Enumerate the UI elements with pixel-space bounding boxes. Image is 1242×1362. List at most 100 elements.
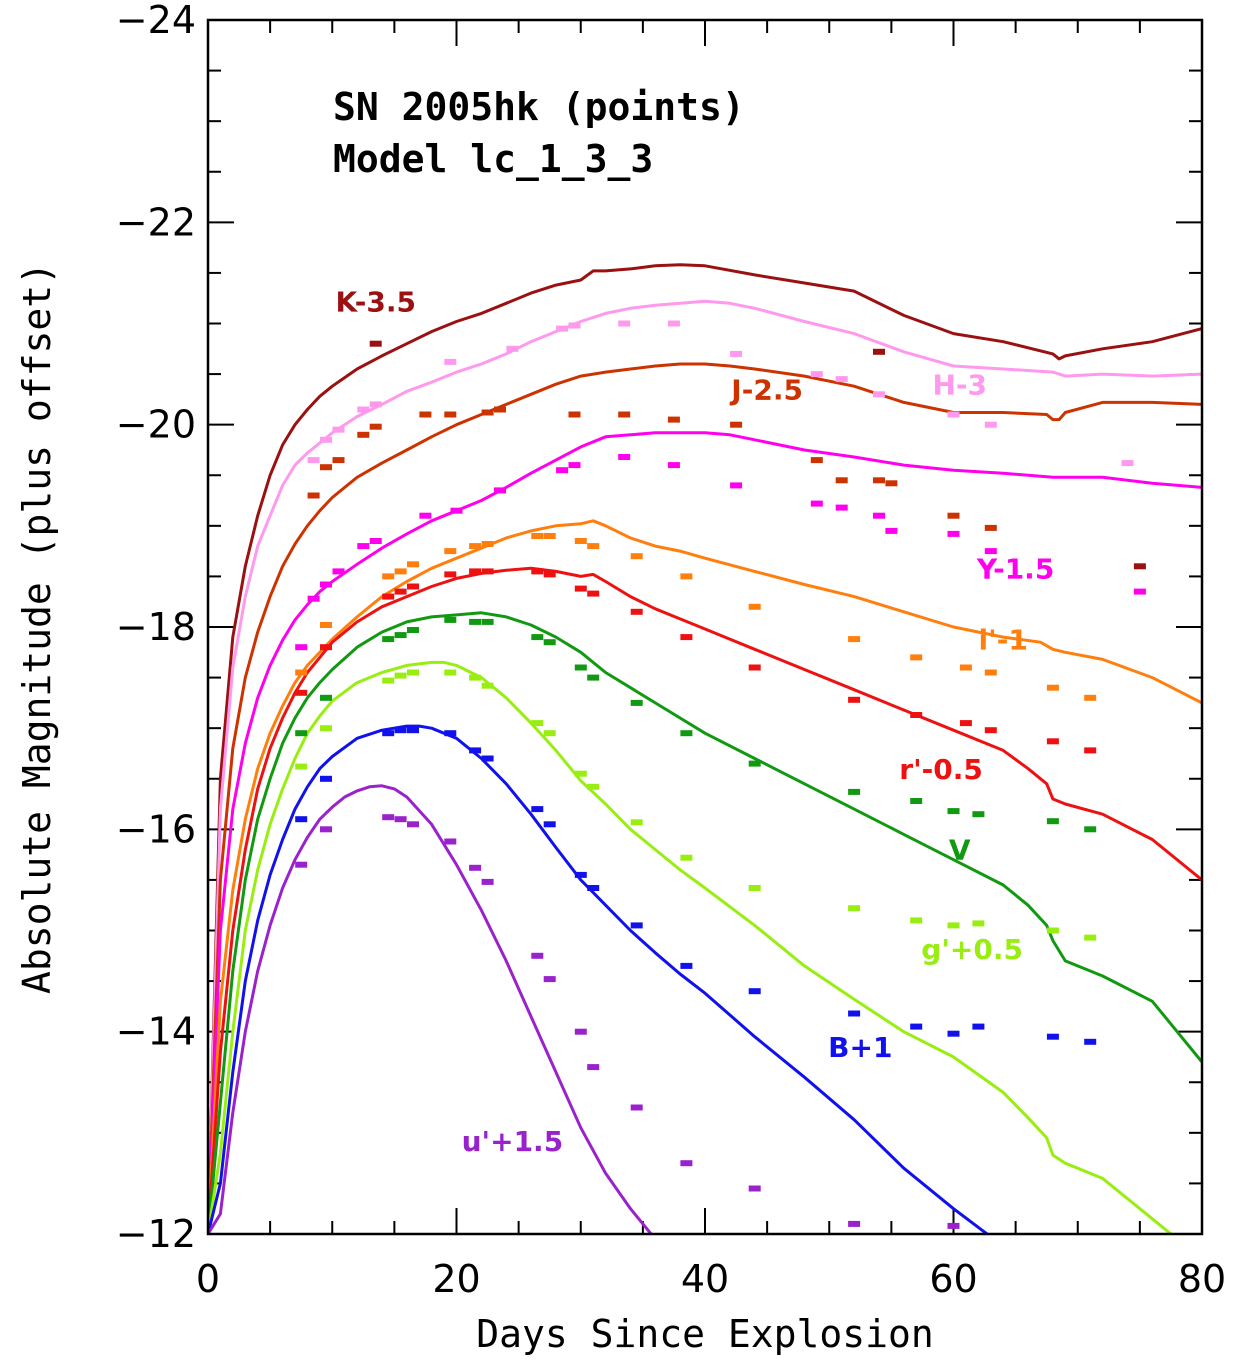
data-point-i'-1 — [959, 664, 972, 671]
data-point-g'+0.5 — [320, 725, 332, 732]
data-point-Y-1.5 — [984, 548, 997, 555]
x-tick-label: 80 — [1178, 1257, 1226, 1301]
data-point-V — [630, 699, 643, 706]
model-curve-J-2.5 — [208, 362, 1202, 1234]
data-point-Y-1.5 — [295, 644, 308, 651]
data-point-B+1 — [848, 1010, 861, 1017]
data-point-u'+1.5 — [394, 816, 407, 823]
data-point-u'+1.5 — [407, 821, 419, 828]
model-curve-u'+1.5 — [208, 784, 654, 1234]
data-points-layer — [295, 320, 1146, 1229]
data-point-g'+0.5 — [848, 905, 861, 912]
data-point-K-3.5 — [873, 348, 885, 355]
data-point-i'-1 — [848, 636, 861, 643]
data-point-J-2.5 — [320, 464, 332, 471]
data-point-g'+0.5 — [295, 763, 308, 770]
band-label-i'-1: i'-1 — [979, 623, 1028, 656]
data-point-H-3 — [873, 391, 885, 398]
data-point-g'+0.5 — [1084, 934, 1097, 941]
data-point-V — [469, 618, 482, 625]
data-point-Y-1.5 — [320, 581, 332, 588]
data-point-r'-0.5 — [531, 568, 544, 575]
data-point-V — [587, 674, 600, 681]
data-point-u'+1.5 — [481, 878, 494, 885]
data-point-V — [444, 616, 457, 623]
data-point-J-2.5 — [873, 477, 885, 484]
data-point-i'-1 — [382, 573, 395, 580]
data-point-g'+0.5 — [444, 669, 457, 676]
data-point-B+1 — [574, 871, 587, 878]
data-point-B+1 — [531, 806, 544, 813]
data-point-H-3 — [667, 320, 680, 327]
data-point-i'-1 — [574, 538, 587, 544]
data-point-V — [972, 811, 985, 818]
x-tick-label: 20 — [432, 1257, 480, 1301]
data-point-H-3 — [332, 426, 345, 433]
data-point-J-2.5 — [885, 480, 898, 487]
model-curve-g'+0.5 — [208, 660, 1174, 1234]
data-point-r'-0.5 — [469, 568, 482, 575]
band-label-J-2.5: J-2.5 — [729, 373, 803, 406]
model-curve-i'-1 — [208, 519, 1202, 1234]
data-point-r'-0.5 — [382, 593, 395, 600]
band-label-r'-0.5: r'-0.5 — [899, 753, 983, 786]
x-axis-title: Days Since Explosion — [476, 1312, 934, 1356]
data-point-u'+1.5 — [382, 814, 395, 821]
data-point-i'-1 — [1084, 694, 1097, 701]
data-point-r'-0.5 — [848, 696, 861, 703]
data-point-B+1 — [1084, 1038, 1097, 1045]
data-point-Y-1.5 — [873, 512, 885, 519]
data-point-u'+1.5 — [947, 1222, 960, 1229]
data-point-V — [848, 788, 861, 795]
data-point-B+1 — [295, 816, 308, 823]
data-point-Y-1.5 — [947, 530, 960, 537]
band-label-g'+0.5: g'+0.5 — [921, 933, 1023, 966]
data-point-r'-0.5 — [1084, 747, 1097, 754]
y-tick-label: −18 — [116, 605, 196, 649]
data-point-r'-0.5 — [295, 689, 308, 696]
y-tick-label: −22 — [116, 200, 196, 244]
data-point-Y-1.5 — [1133, 588, 1146, 595]
model-curves-layer — [208, 263, 1202, 1234]
data-point-u'+1.5 — [469, 864, 482, 871]
data-point-u'+1.5 — [574, 1028, 587, 1035]
data-point-B+1 — [587, 885, 600, 891]
data-point-u'+1.5 — [680, 1160, 693, 1167]
data-point-J-2.5 — [494, 406, 506, 413]
data-point-V — [1046, 818, 1059, 825]
x-tick-label: 40 — [681, 1257, 729, 1301]
data-point-J-2.5 — [419, 411, 432, 418]
data-point-r'-0.5 — [407, 583, 419, 590]
data-point-B+1 — [394, 727, 407, 734]
data-point-J-2.5 — [568, 411, 581, 418]
data-point-V — [382, 636, 395, 643]
data-point-Y-1.5 — [307, 595, 320, 602]
data-point-B+1 — [320, 775, 332, 782]
data-point-Y-1.5 — [369, 538, 382, 544]
data-point-u'+1.5 — [444, 838, 457, 845]
data-point-i'-1 — [407, 561, 419, 568]
data-point-H-3 — [947, 411, 960, 418]
data-point-K-3.5 — [369, 340, 382, 347]
data-point-J-2.5 — [835, 477, 848, 484]
data-point-H-3 — [568, 322, 581, 329]
data-point-i'-1 — [481, 541, 494, 547]
data-point-g'+0.5 — [972, 920, 985, 927]
data-point-J-2.5 — [444, 411, 457, 418]
plot-frame — [206, 18, 1204, 1236]
data-point-H-3 — [506, 345, 519, 352]
data-point-u'+1.5 — [295, 861, 308, 868]
data-point-g'+0.5 — [531, 720, 544, 727]
data-point-J-2.5 — [810, 457, 823, 464]
data-point-Y-1.5 — [357, 543, 370, 550]
data-point-B+1 — [910, 1023, 923, 1030]
data-point-Y-1.5 — [618, 454, 631, 460]
data-point-V — [543, 639, 556, 646]
data-point-V — [394, 632, 407, 639]
data-point-J-2.5 — [332, 457, 345, 464]
data-point-J-2.5 — [984, 524, 997, 531]
data-point-g'+0.5 — [574, 770, 587, 777]
data-point-J-2.5 — [618, 411, 631, 418]
data-point-g'+0.5 — [910, 917, 923, 924]
data-point-i'-1 — [469, 543, 482, 550]
